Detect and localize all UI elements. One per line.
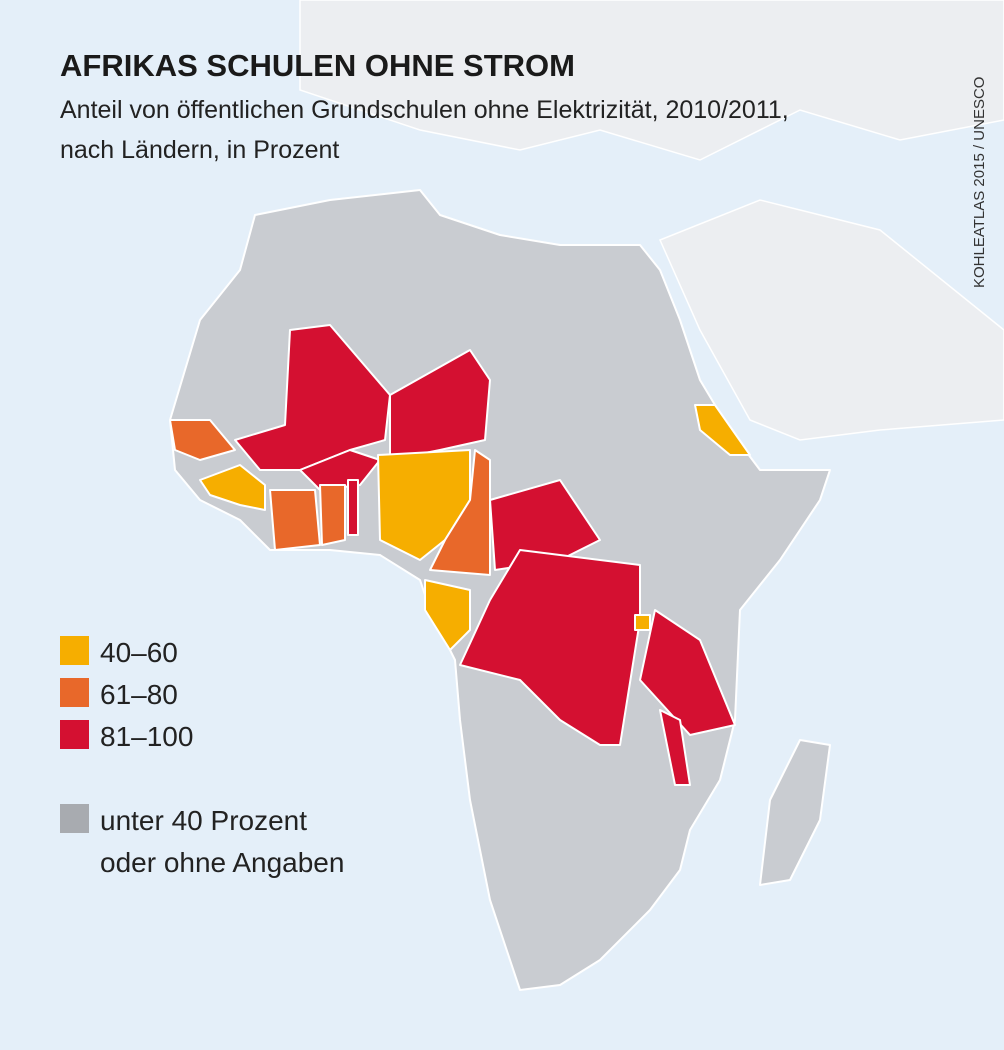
tanzania: [639, 609, 736, 736]
eritrea: [694, 404, 751, 456]
legend: 40–60 61–80 81–100 unter 40 Prozent oder ohn…: [60, 636, 344, 878]
gabon: [424, 579, 471, 651]
legend-swatch: [60, 720, 89, 749]
legend-label: oder ohne Angaben: [100, 847, 344, 878]
ivory-coast: [269, 489, 321, 551]
ghana: [319, 484, 346, 546]
malawi: [659, 709, 691, 786]
legend-label: 81–100: [100, 721, 193, 752]
cameroon: [429, 449, 491, 576]
legend-swatch: [60, 636, 89, 665]
arabia: [658, 199, 1004, 441]
dr-congo: [459, 549, 641, 746]
europe: [299, 0, 1004, 161]
subtitle: Anteil von öffentlichen Grundschulen ohn…: [60, 96, 789, 124]
legend-swatch: [60, 804, 89, 833]
subtitle: nach Ländern, in Prozent: [60, 136, 339, 164]
madagascar: [759, 739, 831, 886]
legend-label: unter 40 Prozent: [100, 805, 307, 836]
burkina-faso: [299, 449, 381, 491]
legend-label: 40–60: [100, 637, 178, 668]
togo: [347, 479, 359, 536]
countries: [169, 324, 751, 786]
legend-label: 61–80: [100, 679, 178, 710]
legend-swatch: [60, 678, 89, 707]
guinea: [199, 464, 266, 511]
central-african-republic: [489, 479, 601, 571]
source: KOHLEATLAS 2015 / UNESCO: [971, 77, 988, 288]
senegal: [169, 419, 236, 461]
title: AFRIKAS SCHULEN OHNE STROM: [60, 48, 575, 83]
rwanda: [634, 614, 651, 631]
